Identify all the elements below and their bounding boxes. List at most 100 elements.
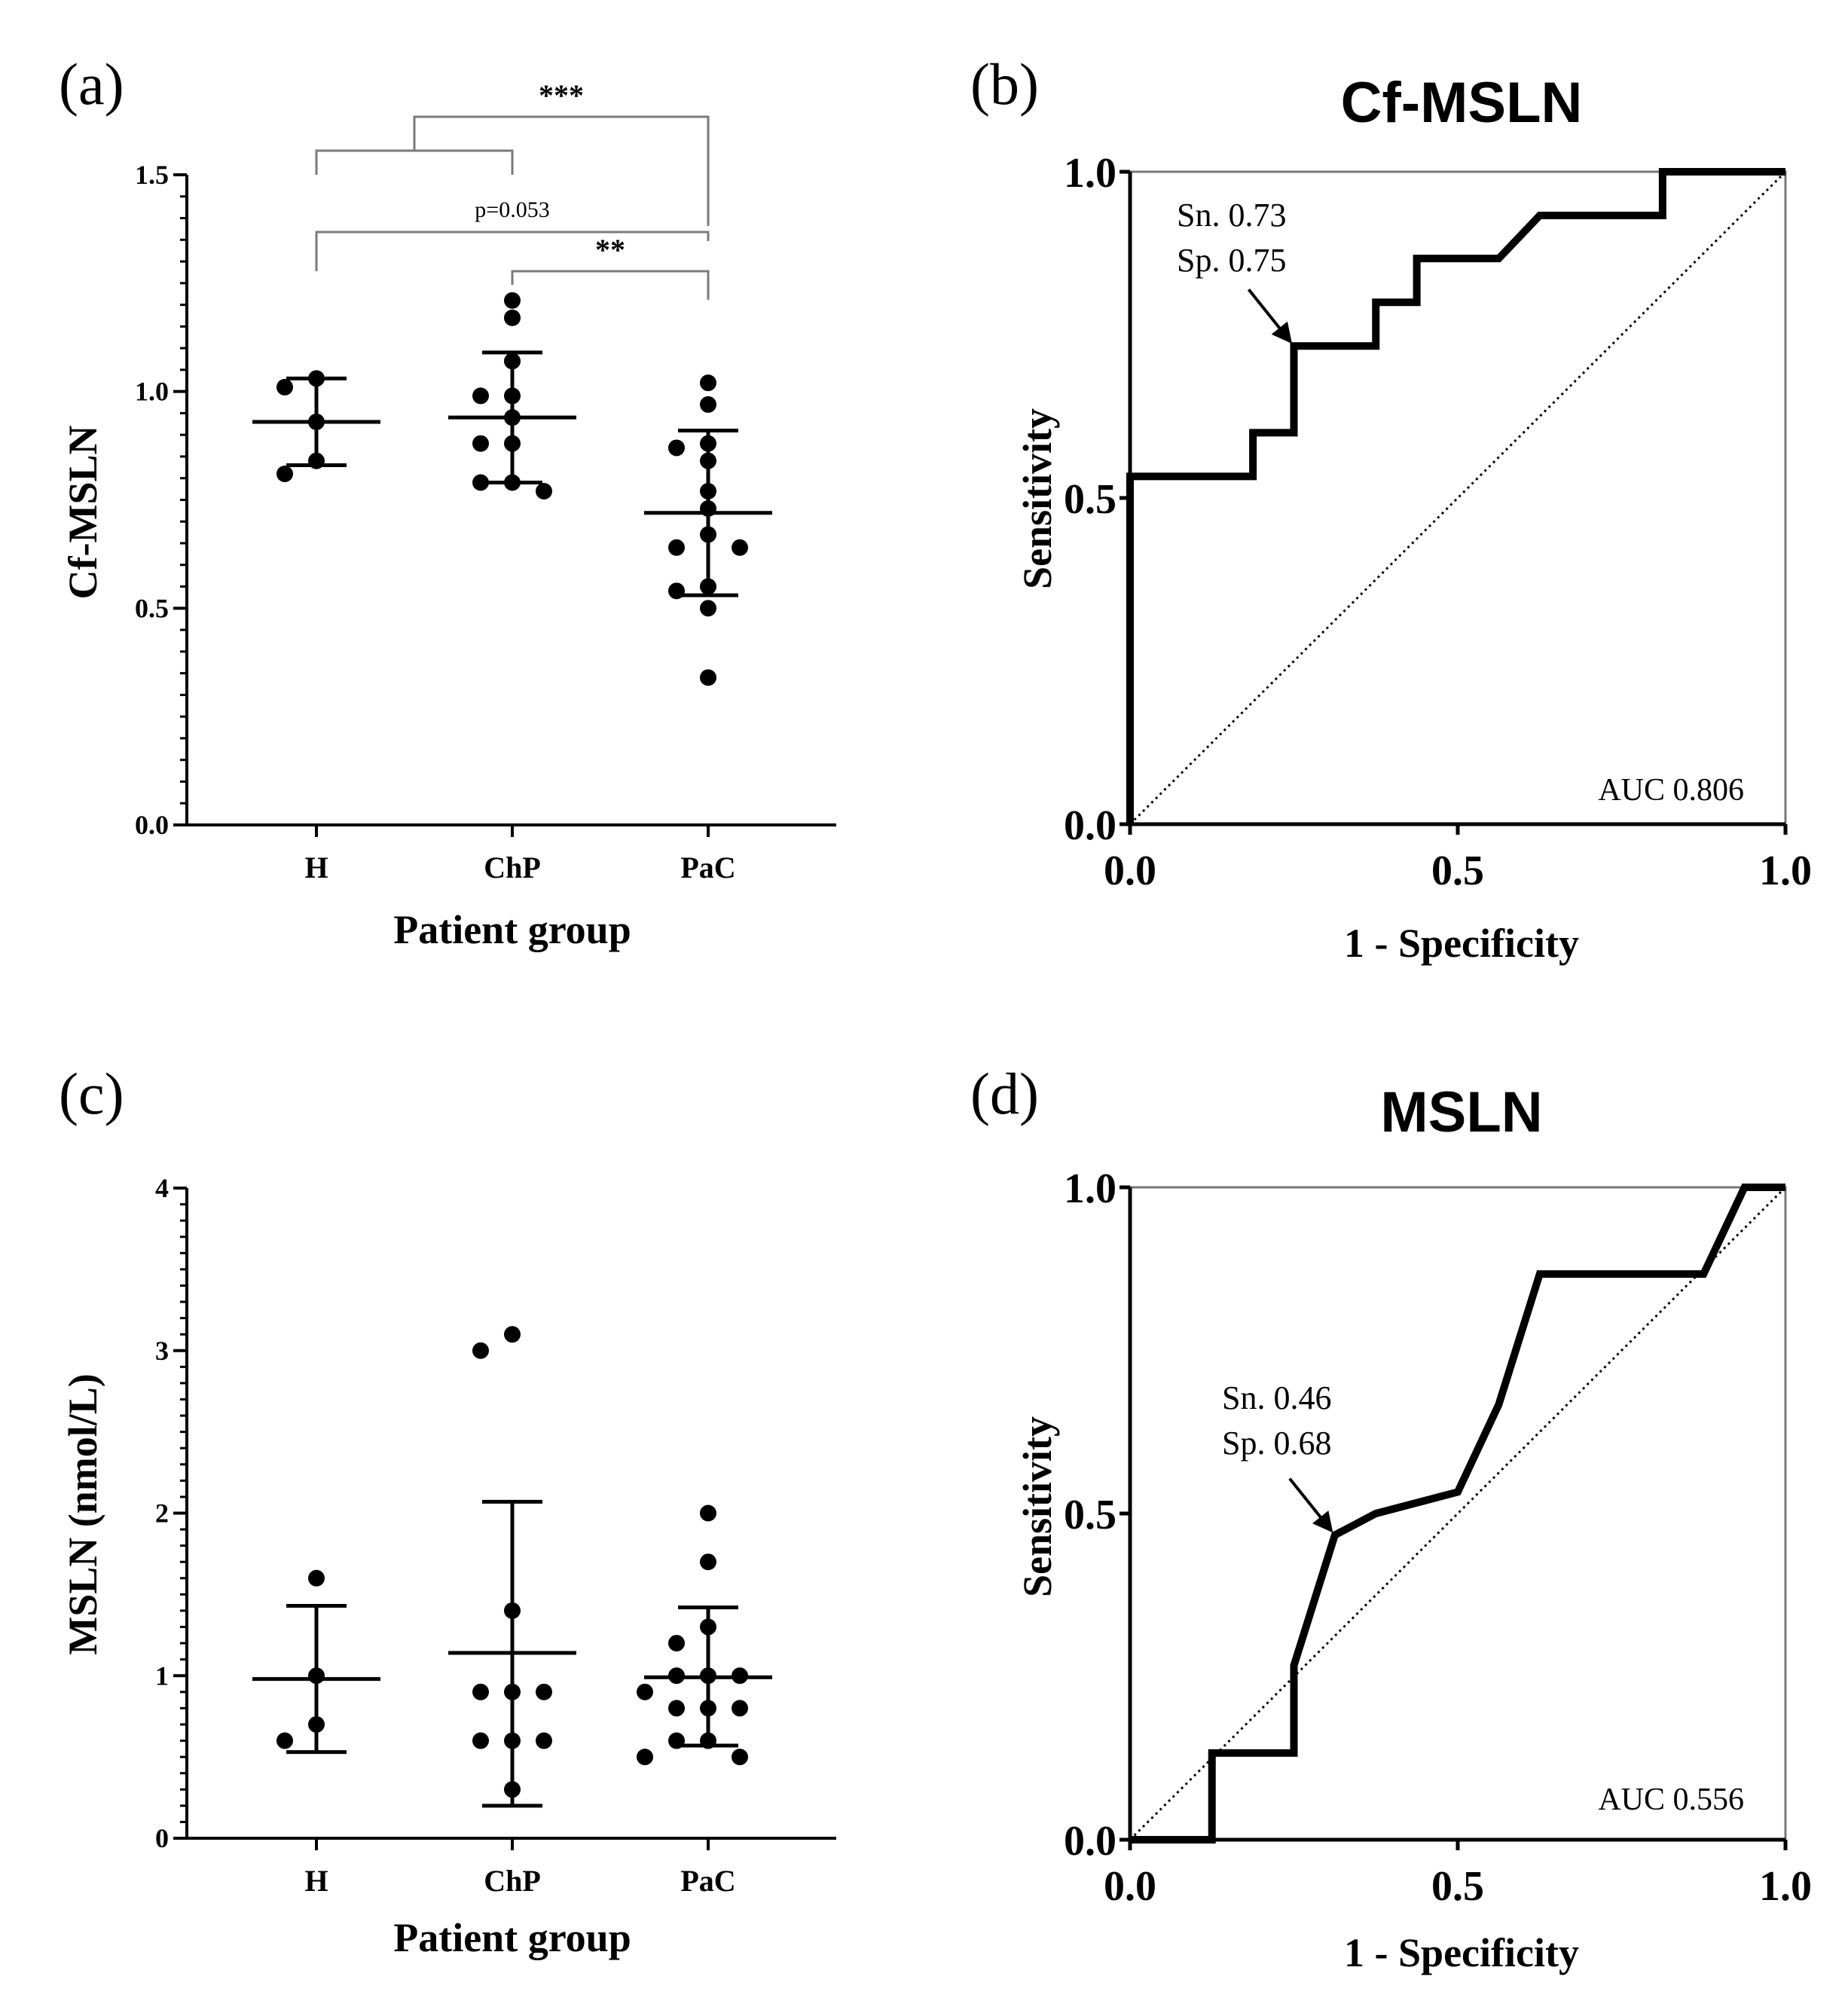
y-tick-label: 0.0 — [1064, 802, 1116, 849]
data-point-h — [276, 378, 293, 396]
x-tick-label: 0.5 — [1431, 1863, 1484, 1910]
y-tick-label: 0.0 — [135, 810, 169, 840]
x-category-label-h: H — [304, 1864, 328, 1898]
data-point-chp — [504, 1326, 521, 1343]
data-point-chp — [472, 1683, 489, 1700]
panel-c-y-axis-title: MSLN (nmol/L) — [60, 1373, 105, 1655]
data-point-pac — [700, 396, 716, 413]
x-category-label-pac: PaC — [680, 851, 735, 884]
panel-d-y-axis-title: Sensitivity — [1015, 1416, 1060, 1597]
x-category-label-pac: PaC — [680, 1864, 735, 1898]
bracket-chp-pac — [511, 270, 710, 300]
panel-a-y-axis-title: Cf-MSLN — [60, 426, 105, 600]
data-point-chp — [536, 482, 552, 499]
panel-a-x-axis-title: Patient group — [393, 907, 631, 952]
data-point-chp — [472, 387, 489, 405]
roc-curve — [1126, 168, 1785, 824]
data-point-chp — [472, 474, 489, 491]
data-point-pac — [732, 1749, 748, 1766]
reference-diagonal — [1129, 1186, 1787, 1841]
y-tick-label: 0.5 — [1064, 1492, 1116, 1538]
panel-d-x-axis-title: 1 - Specificity — [1344, 1930, 1579, 1975]
x-tick-label: 0.0 — [1104, 1863, 1156, 1910]
y-tick-label: 1 — [155, 1660, 169, 1691]
panel-d-label: (d) — [970, 1061, 1039, 1126]
data-point-pac — [637, 1683, 653, 1700]
panel-a-y-ticks: 0.0 0.5 1.0 1.5 — [135, 160, 187, 840]
panel-b-auc: AUC 0.806 — [1598, 773, 1744, 808]
data-point-h — [276, 1732, 293, 1749]
panel-a-categories: H ChP PaC — [304, 825, 736, 884]
panel-a-significance: *** p=0.053 ** — [315, 78, 710, 300]
data-point-chp — [536, 1683, 552, 1700]
data-point-pac — [637, 1749, 653, 1766]
data-point-pac — [732, 1700, 748, 1717]
y-tick-label: 0.5 — [1064, 476, 1116, 523]
panel-d-roc-plot: (d) MSLN 0.00.0 0.5 0.5 1.0 1.0 1 - Specific… — [970, 1061, 1812, 1975]
panel-d-annotation-sp: Sp. 0.68 — [1222, 1425, 1331, 1462]
panel-d-auc: AUC 0.556 — [1598, 1782, 1744, 1817]
panel-c-y-ticks: 0 1 2 3 4 — [155, 1173, 187, 1853]
significance-label-chp-pac: ** — [595, 233, 625, 267]
roc-curve — [1130, 1184, 1785, 1844]
panel-b-y-axis-title: Sensitivity — [1015, 408, 1060, 589]
y-tick-label: 4 — [155, 1173, 169, 1203]
x-category-label-h: H — [304, 851, 328, 884]
x-category-label-chp: ChP — [484, 851, 541, 884]
panel-c-x-axis-title: Patient group — [393, 1915, 631, 1960]
panel-b-roc-plot: (b) Cf-MSLN 0.00.0 0.5 0.5 1.0 1.0 1 - Speci… — [970, 51, 1812, 966]
data-point-pac — [700, 1504, 716, 1522]
data-point-chp — [472, 1342, 489, 1359]
y-tick-label: 1.0 — [1064, 150, 1116, 197]
data-point-chp — [504, 292, 521, 309]
x-tick-label: 0.5 — [1431, 848, 1484, 894]
annotation-arrow-head — [1312, 1511, 1333, 1533]
y-tick-label: 1.0 — [1064, 1165, 1116, 1212]
y-tick-label: 0.5 — [135, 593, 169, 623]
panel-d-title: MSLN — [1380, 1080, 1542, 1144]
panel-a-dot-plot: (a) 0.0 0.5 1.0 1.5 H ChP PaC *** p=0.053 ** Cf… — [59, 51, 836, 952]
panel-c-label: (c) — [59, 1061, 124, 1126]
y-tick-label: 0 — [155, 1823, 169, 1853]
panel-b-x-axis-title: 1 - Specificity — [1344, 921, 1579, 966]
data-point-h — [276, 465, 293, 482]
panel-a-error-bars — [252, 350, 772, 597]
data-point-pac — [668, 1635, 685, 1652]
data-point-pac — [700, 374, 716, 392]
annotation-arrow-head — [1271, 321, 1293, 344]
panel-a-label: (a) — [59, 51, 124, 117]
bracket-hchp-pac — [413, 115, 710, 226]
x-tick-label: 1.0 — [1759, 848, 1812, 894]
x-tick-label: 1.0 — [1759, 1863, 1812, 1910]
significance-label-h-pac: p=0.053 — [475, 197, 549, 222]
data-point-h — [308, 1569, 325, 1587]
data-point-chp — [536, 1732, 552, 1749]
panel-b-title: Cf-MSLN — [1341, 71, 1583, 135]
data-point-pac — [668, 439, 685, 457]
y-tick-label: 3 — [155, 1336, 169, 1366]
data-point-pac — [700, 1553, 716, 1571]
data-point-pac — [700, 600, 716, 617]
data-point-chp — [504, 309, 521, 326]
data-point-pac — [668, 539, 685, 556]
panel-d-plot-area: 0.00.0 0.5 0.5 1.0 1.0 — [1064, 1165, 1812, 1910]
data-point-pac — [668, 1700, 685, 1717]
y-tick-label: 1.0 — [135, 377, 169, 407]
data-point-chp — [472, 1732, 489, 1749]
significance-label-hchp-pac: *** — [539, 78, 584, 112]
y-tick-label: 1.5 — [135, 160, 169, 190]
panel-b-label: (b) — [970, 51, 1039, 117]
x-category-label-chp: ChP — [484, 1864, 541, 1898]
bracket-h-pac — [315, 231, 710, 271]
panel-b-plot-area: 0.00.0 0.5 0.5 1.0 1.0 — [1064, 150, 1812, 894]
x-tick-label: 0.0 — [1104, 848, 1156, 894]
panel-c-dot-plot: (c) 0 1 2 3 4 H ChP PaC MSLN (nmol/L) Patient … — [59, 1061, 836, 1960]
panel-c-error-bars — [252, 1499, 772, 1808]
data-point-pac — [732, 539, 748, 556]
y-tick-label: 0.0 — [1064, 1818, 1116, 1865]
panel-b-annotation-sp: Sp. 0.75 — [1177, 242, 1286, 279]
y-tick-label: 2 — [155, 1498, 169, 1529]
data-point-pac — [700, 669, 716, 686]
panel-d-annotation-sn: Sn. 0.46 — [1222, 1379, 1331, 1416]
